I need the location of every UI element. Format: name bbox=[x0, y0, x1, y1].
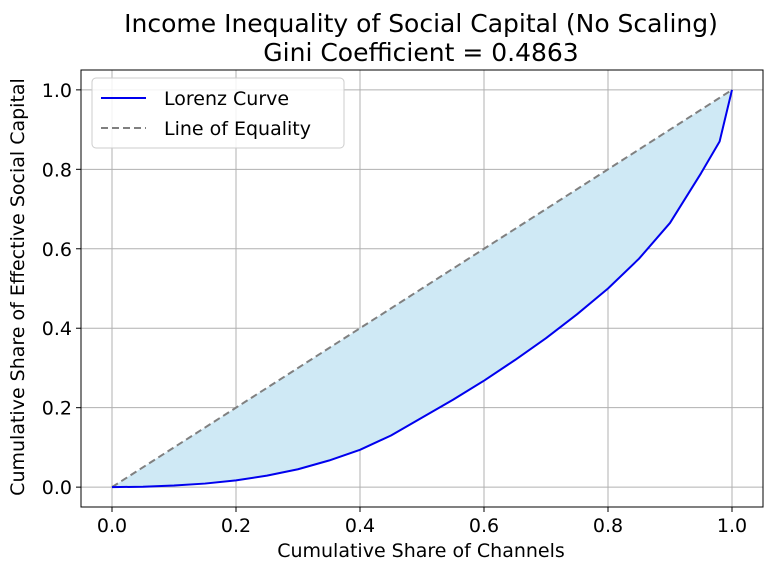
line-of-equality bbox=[111, 89, 733, 488]
y-tick-label-4: 0.8 bbox=[42, 159, 72, 181]
chart-title-line1: Income Inequality of Social Capital (No … bbox=[124, 9, 718, 38]
y-tick-label-5: 1.0 bbox=[42, 80, 72, 102]
y-tick-label-3: 0.6 bbox=[42, 239, 72, 261]
y-tick-label-2: 0.4 bbox=[42, 318, 72, 340]
x-axis-label: Cumulative Share of Channels bbox=[277, 540, 565, 562]
x-tick-label-4: 0.8 bbox=[593, 515, 623, 537]
lorenz-curve bbox=[111, 89, 733, 489]
legend-box bbox=[91, 77, 345, 149]
y-axis-label: Cumulative Share of Effective Social Cap… bbox=[7, 78, 29, 496]
y-tick-label-1: 0.2 bbox=[42, 398, 72, 420]
plot-frame bbox=[80, 69, 764, 508]
x-tick-label-3: 0.6 bbox=[469, 515, 499, 537]
y-tick-label-0: 0.0 bbox=[42, 477, 72, 499]
x-tick-label-2: 0.4 bbox=[345, 515, 375, 537]
x-tick-label-5: 1.0 bbox=[717, 515, 747, 537]
legend-label-equality: Line of Equality bbox=[164, 118, 311, 140]
x-tick-label-0: 0.0 bbox=[97, 515, 127, 537]
legend: Lorenz Curve Line of Equality bbox=[91, 77, 345, 149]
legend-label-lorenz: Lorenz Curve bbox=[164, 88, 289, 110]
chart-title-line2: Gini Coefficient = 0.4863 bbox=[263, 38, 578, 67]
x-tick-label-1: 0.2 bbox=[221, 515, 251, 537]
